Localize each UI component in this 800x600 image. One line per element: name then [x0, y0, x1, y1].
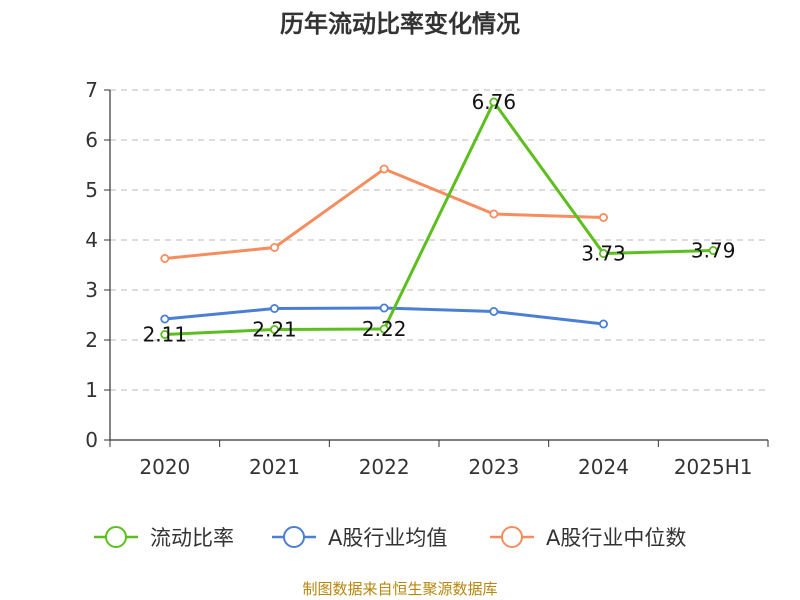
- data-point: [599, 248, 609, 258]
- data-labels: 2.11 2.21 2.22 6.76 3.73 3.79: [143, 90, 736, 347]
- y-tick-label: 2: [85, 328, 98, 352]
- data-point: [489, 97, 499, 107]
- y-tick-label: 4: [85, 228, 98, 252]
- data-point: [599, 319, 609, 329]
- data-label: 2.11: [143, 323, 188, 347]
- legend-label: 流动比率: [150, 526, 234, 550]
- legend-item[interactable]: 流动比率: [94, 526, 234, 550]
- data-label: 2.22: [362, 317, 407, 341]
- data-point: [160, 329, 170, 339]
- data-point: [160, 253, 170, 263]
- legend[interactable]: 流动比率 A股行业均值 A股行业中位数: [94, 526, 686, 550]
- legend-item[interactable]: A股行业均值: [272, 526, 447, 550]
- legend-swatch-marker: [501, 526, 523, 548]
- x-tick-label: 2022: [359, 455, 410, 479]
- data-point: [379, 303, 389, 313]
- x-tick-label: 2021: [249, 455, 300, 479]
- y-tick-label: 6: [85, 128, 98, 152]
- data-point: [489, 209, 499, 219]
- source-note: 制图数据来自恒生聚源数据库: [302, 580, 497, 598]
- x-tick-label: 2020: [139, 455, 190, 479]
- data-point: [489, 306, 499, 316]
- legend-item[interactable]: A股行业中位数: [490, 526, 686, 550]
- y-tick-label: 3: [85, 278, 98, 302]
- x-tick-label: 2023: [468, 455, 519, 479]
- data-label: 2.21: [252, 318, 297, 342]
- chart-title: 历年流动比率变化情况: [280, 10, 520, 38]
- x-tick-label: 2025H1: [674, 455, 753, 479]
- data-point: [269, 324, 279, 334]
- data-point: [379, 164, 389, 174]
- data-label: 3.79: [691, 239, 736, 263]
- legend-label: A股行业中位数: [546, 526, 686, 550]
- data-label: 3.73: [581, 242, 626, 266]
- data-label: 6.76: [472, 90, 517, 114]
- legend-swatch-marker: [283, 526, 305, 548]
- data-point: [599, 212, 609, 222]
- data-point: [708, 245, 718, 255]
- grid-lines: [110, 89, 768, 391]
- legend-swatch-marker: [105, 526, 127, 548]
- legend-label: A股行业均值: [328, 526, 447, 550]
- data-point: [269, 303, 279, 313]
- series-line: [164, 100, 714, 336]
- x-tick-label: 2024: [578, 455, 629, 479]
- series-group: [160, 97, 718, 339]
- y-tick-label: 1: [85, 378, 98, 402]
- y-tick-label: 5: [85, 178, 98, 202]
- data-point: [160, 314, 170, 324]
- y-tick-label: 0: [85, 428, 98, 452]
- series-line: [164, 167, 604, 260]
- axes: 0 1 2 3 4 5 6 7 2020 2021 2022 2023 2024 2025H1: [85, 78, 769, 479]
- data-point: [379, 324, 389, 334]
- y-tick-label: 7: [85, 78, 98, 102]
- data-point: [269, 242, 279, 252]
